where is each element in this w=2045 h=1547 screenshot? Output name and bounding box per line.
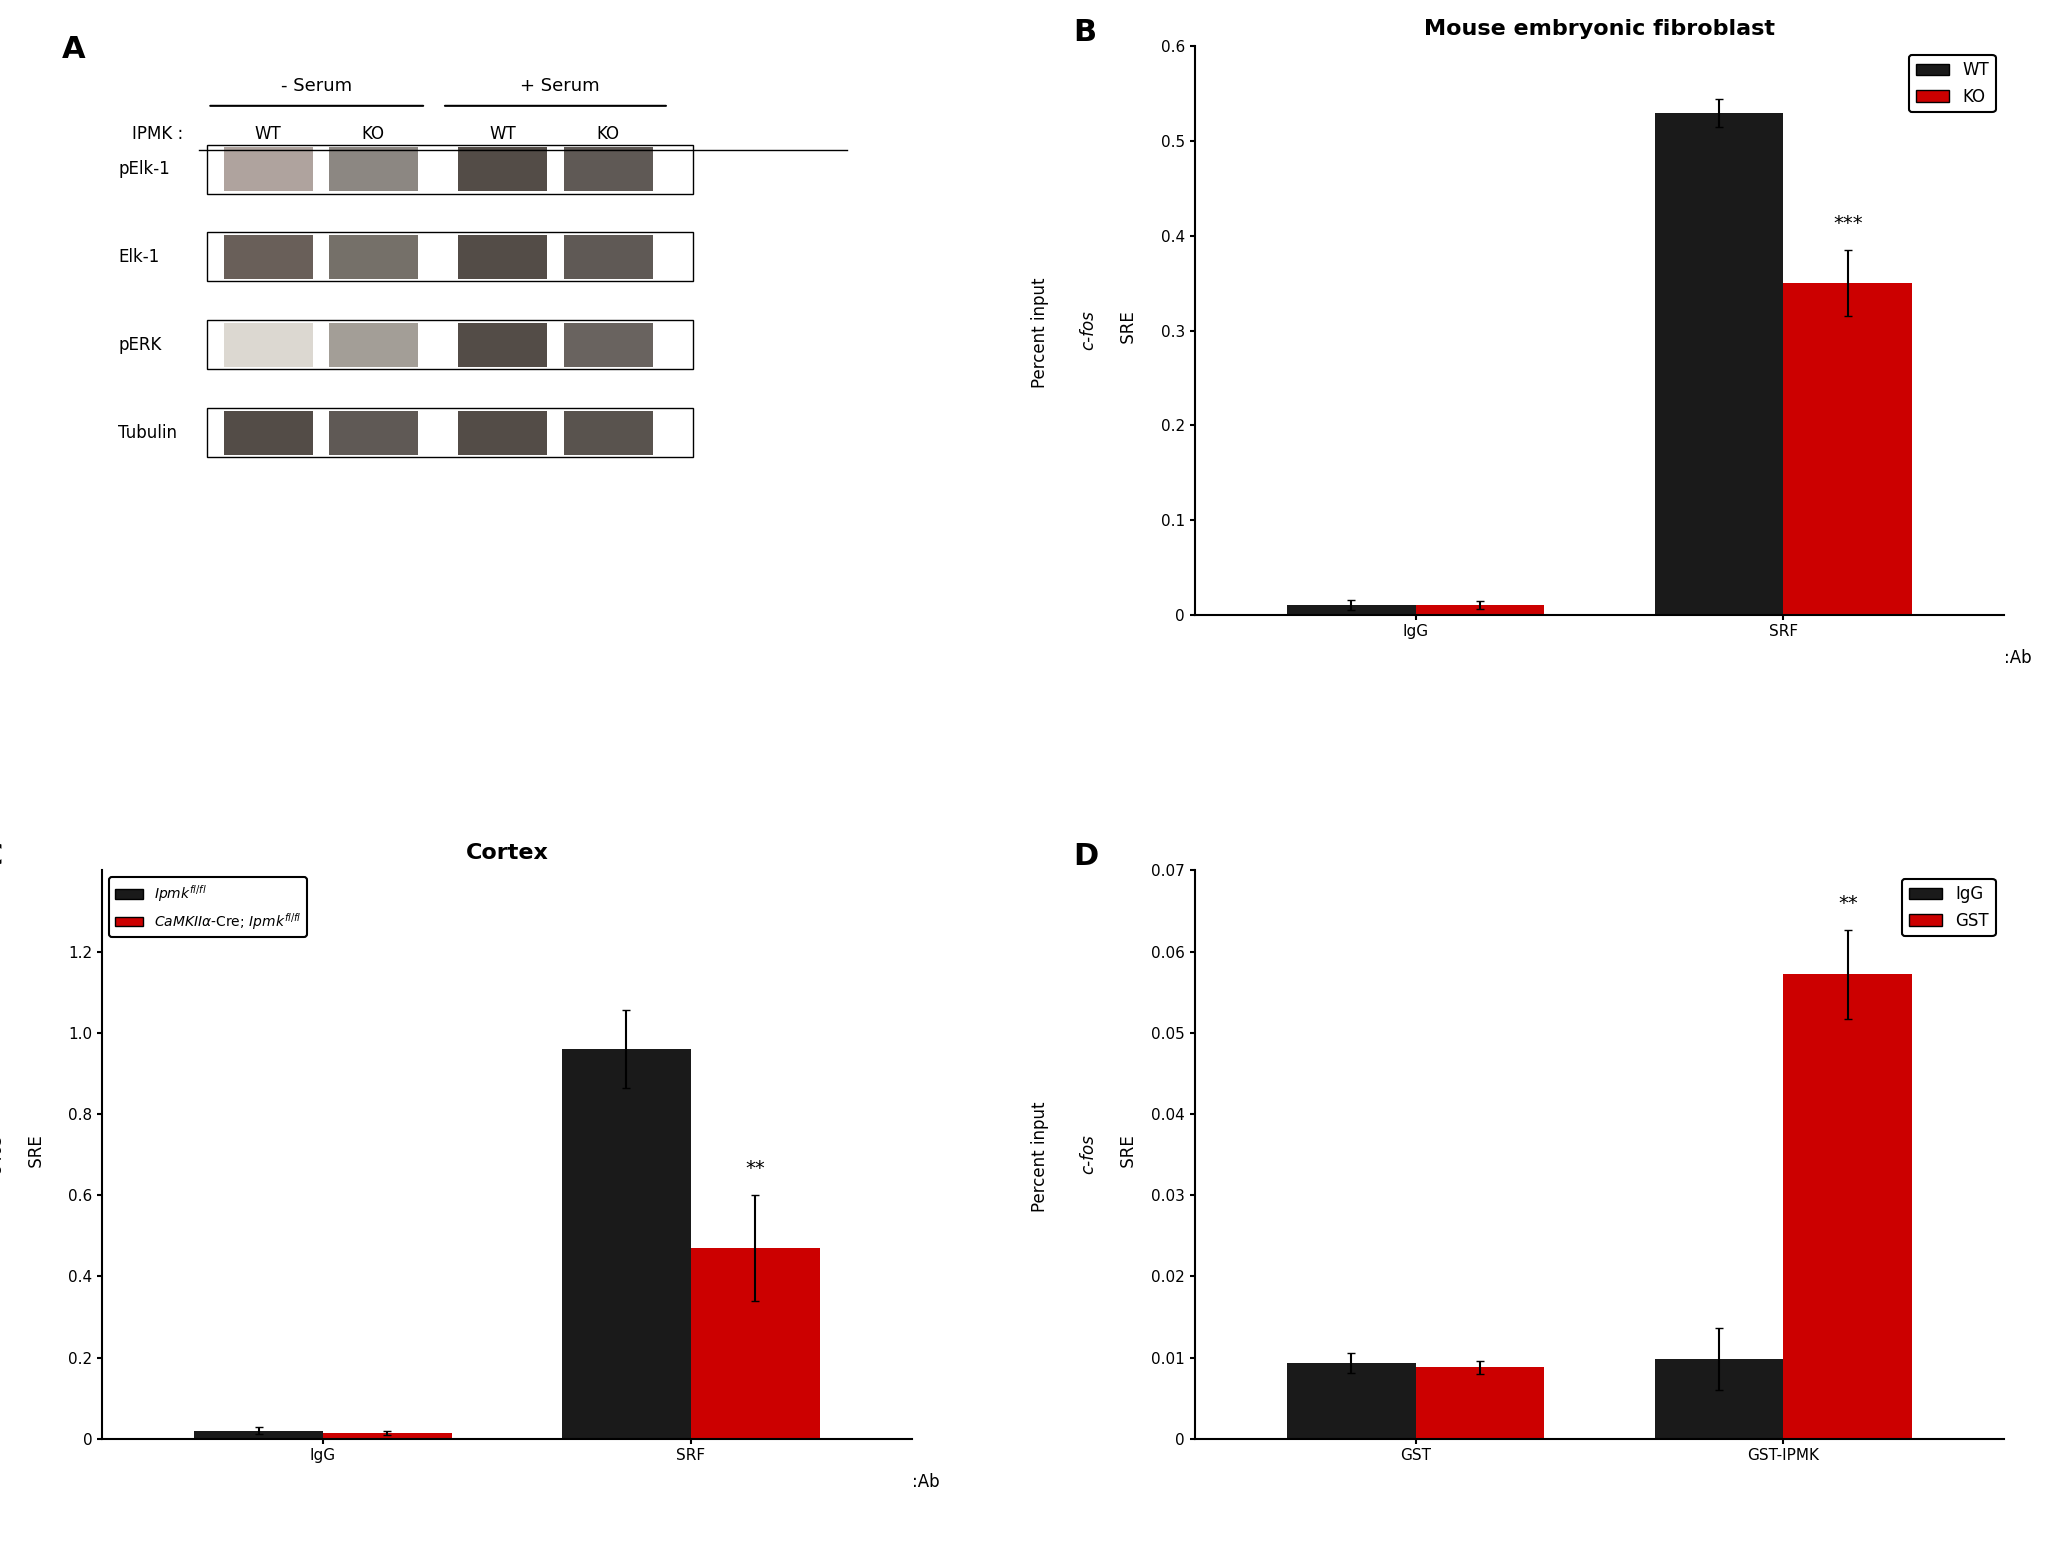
Text: WT: WT <box>256 125 282 144</box>
Bar <box>1783 283 1912 614</box>
Bar <box>323 1433 452 1439</box>
Bar <box>1286 605 1415 614</box>
Text: Elk-1: Elk-1 <box>119 248 160 266</box>
Bar <box>564 323 652 367</box>
Legend: $Ipmk^{fl/fl}$, $CaMKII\alpha$-Cre; $Ipmk^{fl/fl}$: $Ipmk^{fl/fl}$, $CaMKII\alpha$-Cre; $Ipm… <box>108 877 307 937</box>
Title: Mouse embryonic fibroblast: Mouse embryonic fibroblast <box>1423 19 1775 39</box>
Bar <box>458 235 548 278</box>
Text: **: ** <box>744 1159 765 1179</box>
Text: WT: WT <box>489 125 515 144</box>
Bar <box>1654 113 1783 614</box>
Bar <box>207 232 693 282</box>
Bar <box>329 235 417 278</box>
Text: c-fos: c-fos <box>1080 1134 1098 1174</box>
Bar <box>1415 605 1544 614</box>
Bar <box>691 1248 820 1439</box>
Legend: WT, KO: WT, KO <box>1910 54 1996 113</box>
Bar <box>564 235 652 278</box>
Title: Cortex: Cortex <box>466 843 548 863</box>
Bar <box>207 144 693 193</box>
Bar <box>207 320 693 370</box>
Text: Tubulin: Tubulin <box>119 424 178 441</box>
Bar <box>223 410 313 455</box>
Bar <box>1654 1360 1783 1439</box>
Text: :Ab: :Ab <box>912 1473 939 1491</box>
Text: **: ** <box>1838 894 1857 913</box>
Text: c-fos: c-fos <box>0 1134 6 1174</box>
Text: ***: *** <box>1832 213 1863 234</box>
Bar <box>1286 1363 1415 1439</box>
Bar <box>223 147 313 192</box>
Bar <box>194 1431 323 1439</box>
Text: C: C <box>0 842 4 871</box>
Bar <box>564 147 652 192</box>
Bar <box>564 410 652 455</box>
Text: IPMK :: IPMK : <box>133 125 184 144</box>
Text: A: A <box>61 36 86 63</box>
Text: SRE: SRE <box>1121 1135 1139 1174</box>
Bar <box>458 323 548 367</box>
Bar <box>562 1049 691 1439</box>
Bar <box>207 408 693 456</box>
Bar <box>329 410 417 455</box>
Text: KO: KO <box>597 125 620 144</box>
Text: pERK: pERK <box>119 336 162 354</box>
Text: KO: KO <box>362 125 384 144</box>
Text: pElk-1: pElk-1 <box>119 159 170 178</box>
Bar <box>223 235 313 278</box>
Bar <box>223 323 313 367</box>
Text: :Ab: :Ab <box>2004 648 2033 667</box>
Text: D: D <box>1074 842 1098 871</box>
Text: Percent input: Percent input <box>1031 1097 1049 1213</box>
Legend: IgG, GST: IgG, GST <box>1902 879 1996 936</box>
Text: c-fos: c-fos <box>1080 311 1098 351</box>
Text: SRE: SRE <box>1121 311 1139 350</box>
Text: Percent input: Percent input <box>1031 272 1049 388</box>
Bar <box>329 147 417 192</box>
Text: + Serum: + Serum <box>519 77 599 96</box>
Text: - Serum: - Serum <box>280 77 352 96</box>
Text: SRE: SRE <box>27 1135 45 1174</box>
Bar <box>1415 1368 1544 1439</box>
Bar <box>1783 975 1912 1439</box>
Bar <box>458 147 548 192</box>
Bar <box>458 410 548 455</box>
Text: B: B <box>1074 19 1096 46</box>
Bar <box>329 323 417 367</box>
